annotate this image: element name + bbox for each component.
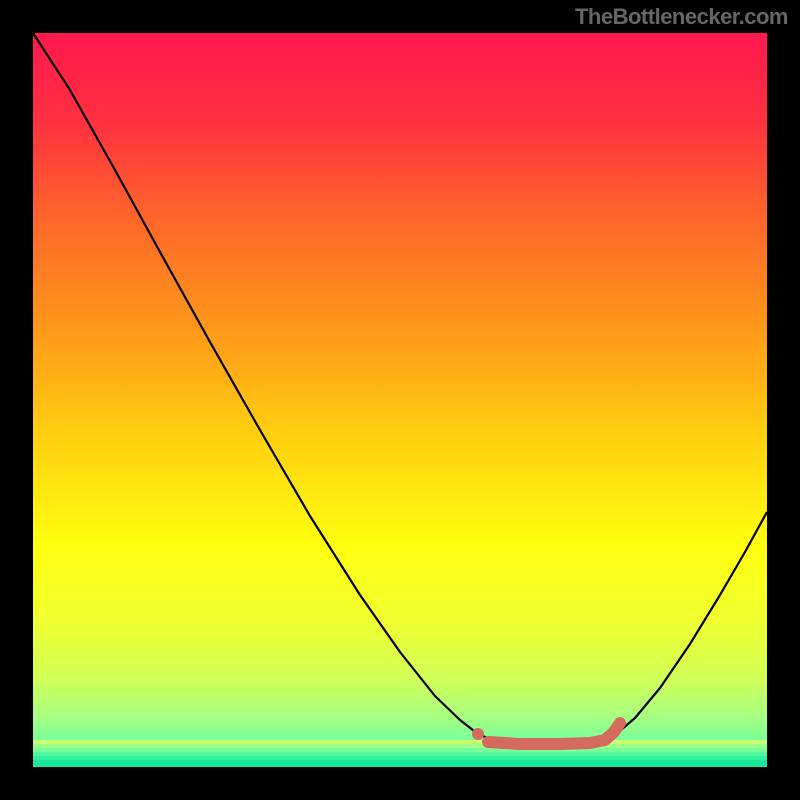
chart-container: TheBottlenecker.com	[0, 0, 800, 800]
plot-background	[33, 33, 767, 767]
optimal-start-dot	[472, 728, 484, 740]
bottleneck-chart	[0, 0, 800, 800]
bottom-stripes	[33, 740, 767, 767]
watermark-text: TheBottlenecker.com	[575, 4, 788, 30]
